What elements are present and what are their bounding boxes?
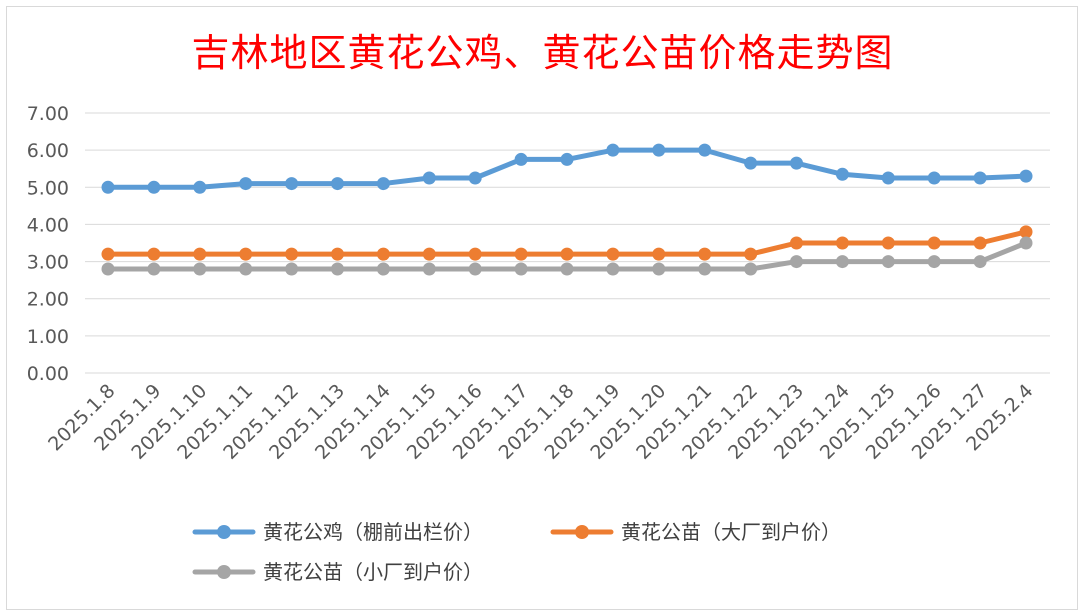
data-point xyxy=(331,177,344,191)
data-point xyxy=(514,247,528,261)
y-tick-label: 1.00 xyxy=(27,326,69,348)
legend-swatch-marker xyxy=(217,525,231,539)
data-point xyxy=(285,177,299,191)
data-point xyxy=(193,180,207,194)
data-point xyxy=(101,247,115,261)
legend: 黄花公鸡（棚前出栏价） 黄花公苗（大厂到户价） 黄花公苗（小厂到户价） xyxy=(192,520,841,584)
data-point xyxy=(973,236,987,250)
data-point xyxy=(881,255,895,269)
data-point xyxy=(698,143,712,157)
x-axis: 2025.1.82025.1.92025.1.102025.1.112025.1… xyxy=(44,380,1037,464)
series-2 xyxy=(101,225,1033,261)
data-point xyxy=(881,171,895,185)
data-point xyxy=(193,262,207,276)
data-point xyxy=(422,171,436,185)
data-point xyxy=(1019,169,1033,183)
data-point xyxy=(560,152,574,166)
data-point xyxy=(285,262,299,276)
legend-item-3: 黄花公苗（小厂到户价） xyxy=(192,560,483,584)
data-point xyxy=(698,262,712,276)
data-point xyxy=(835,167,849,181)
data-point xyxy=(744,262,758,276)
chart-title: 吉林地区黄花公鸡、黄花公苗价格走势图 xyxy=(191,31,894,75)
data-point xyxy=(927,171,941,185)
data-point xyxy=(239,177,253,191)
data-point xyxy=(285,247,299,261)
data-point xyxy=(606,247,620,261)
data-point xyxy=(239,262,253,276)
data-point xyxy=(835,255,849,269)
data-point xyxy=(376,262,390,276)
legend-label: 黄花公鸡（棚前出栏价） xyxy=(263,520,483,544)
series-3 xyxy=(101,236,1033,276)
data-point xyxy=(652,143,666,157)
legend-item-1: 黄花公鸡（棚前出栏价） xyxy=(192,520,483,544)
series-1 xyxy=(101,143,1033,194)
data-point xyxy=(331,262,344,276)
data-point xyxy=(698,247,712,261)
data-point xyxy=(331,247,344,261)
y-tick-label: 4.00 xyxy=(27,214,69,236)
data-point xyxy=(927,255,941,269)
data-point xyxy=(973,171,987,185)
data-point xyxy=(239,247,253,261)
data-point xyxy=(514,152,528,166)
data-point xyxy=(147,262,161,276)
data-point xyxy=(376,247,390,261)
legend-swatch-marker xyxy=(217,565,231,579)
chart-frame xyxy=(6,6,1078,610)
data-point xyxy=(1019,225,1033,239)
data-point xyxy=(422,262,436,276)
data-point xyxy=(193,247,207,261)
data-point xyxy=(973,255,987,269)
data-point xyxy=(606,262,620,276)
data-point xyxy=(881,236,895,250)
data-point xyxy=(468,262,482,276)
y-tick-label: 0.00 xyxy=(27,363,69,385)
legend-label: 黄花公苗（大厂到户价） xyxy=(621,520,841,544)
legend-swatch-marker xyxy=(575,525,589,539)
data-point xyxy=(744,247,758,261)
y-tick-label: 2.00 xyxy=(27,289,69,311)
legend-label: 黄花公苗（小厂到户价） xyxy=(263,560,483,584)
data-point xyxy=(606,143,620,157)
data-point xyxy=(376,177,390,191)
data-point xyxy=(790,236,803,250)
data-point xyxy=(927,236,941,250)
data-point xyxy=(147,247,161,261)
data-point xyxy=(652,247,666,261)
data-point xyxy=(1019,236,1033,250)
data-point xyxy=(422,247,436,261)
data-point xyxy=(101,262,115,276)
y-axis: 0.00 1.00 2.00 3.00 4.00 5.00 6.00 7.00 xyxy=(27,103,69,385)
data-point xyxy=(560,247,574,261)
data-point xyxy=(560,262,574,276)
data-point xyxy=(835,236,849,250)
data-point xyxy=(790,255,803,269)
y-tick-label: 6.00 xyxy=(27,140,69,162)
y-tick-label: 7.00 xyxy=(27,103,69,125)
data-point xyxy=(514,262,528,276)
y-tick-label: 5.00 xyxy=(27,177,69,199)
series-group xyxy=(101,143,1033,276)
data-point xyxy=(468,247,482,261)
data-point xyxy=(790,156,803,170)
data-point xyxy=(468,171,482,185)
data-point xyxy=(101,180,115,194)
data-point xyxy=(652,262,666,276)
data-point xyxy=(147,180,161,194)
y-tick-label: 3.00 xyxy=(27,252,69,274)
legend-item-2: 黄花公苗（大厂到户价） xyxy=(550,520,841,544)
data-point xyxy=(744,156,758,170)
